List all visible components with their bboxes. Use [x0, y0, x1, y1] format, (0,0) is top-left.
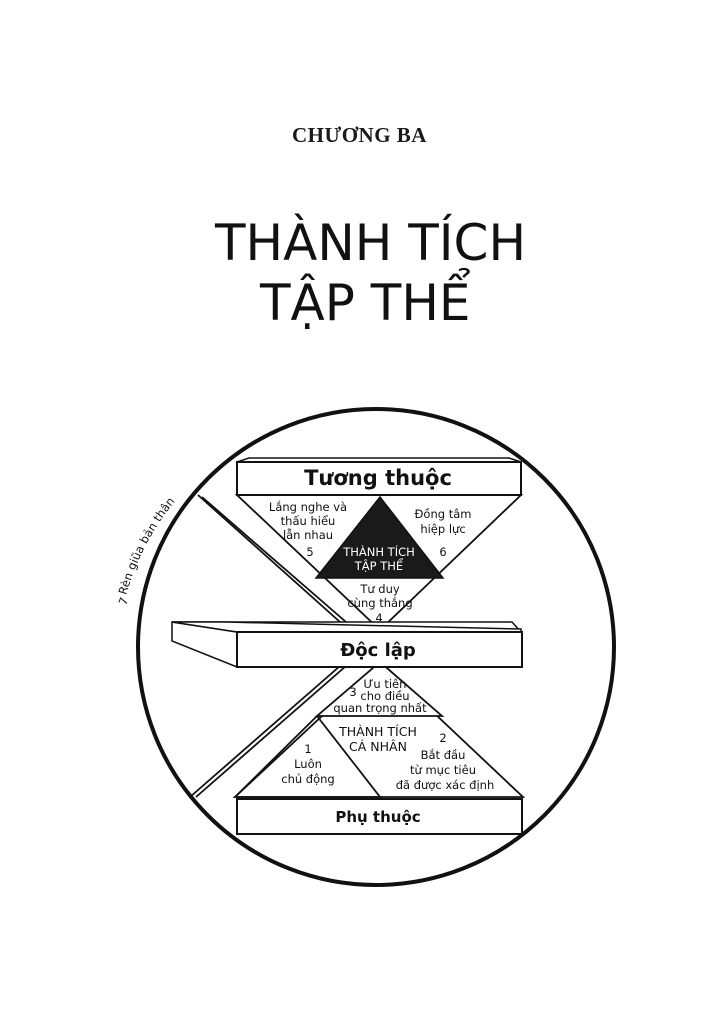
chapter-title-line-2: TẬP THỂ — [260, 274, 471, 332]
habit7-number: 7 — [116, 595, 132, 607]
habit6-number: 6 — [439, 545, 446, 559]
habit4-line-2: cùng thắng — [347, 596, 412, 610]
habit3-line-2: cho điều — [360, 689, 409, 703]
chapter-label: CHƯƠNG BA — [292, 123, 427, 147]
habit1-number: 1 — [304, 742, 311, 756]
habit2-line-1: Bắt đầu — [421, 748, 466, 762]
independence-bar — [171, 621, 523, 669]
habit3-line-3: quan trọng nhất — [333, 701, 427, 715]
private-victory-line-1: THÀNH TÍCH — [338, 724, 417, 739]
public-victory-line-1: THÀNH TÍCH — [342, 544, 415, 559]
level-dependence-label: Phụ thuộc — [335, 808, 420, 826]
dependence-bar — [236, 798, 523, 835]
interdependence-bar — [236, 457, 522, 496]
habit2-line-2: từ mục tiêu — [410, 763, 476, 777]
private-victory-line-2: CÁ NHÂN — [349, 739, 407, 754]
habit5-line-1: Lắng nghe và — [269, 500, 347, 514]
public-victory-line-2: TẬP THỂ — [354, 557, 404, 573]
habit4-line-1: Tư duy — [359, 582, 400, 596]
public-victory-triangle — [314, 495, 445, 579]
habit2-number: 2 — [439, 731, 446, 745]
habit1-line-2: chủ động — [281, 772, 334, 786]
habit4-number: 4 — [375, 611, 382, 625]
habit2-line-3: đã được xác định — [396, 778, 495, 792]
level-interdependence-label: Tương thuộc — [304, 466, 452, 490]
habit5-line-3: lẫn nhau — [283, 528, 333, 542]
habit5-line-2: thấu hiểu — [281, 514, 336, 528]
habit1-line-1: Luôn — [294, 757, 322, 771]
habit3-number: 3 — [349, 685, 356, 699]
habit3-line-1: Ưu tiên — [364, 677, 407, 691]
habit5-number: 5 — [306, 545, 313, 559]
habit6-line-2: hiệp lực — [420, 522, 465, 536]
chapter-title-line-1: THÀNH TÍCH — [215, 214, 527, 272]
level-independence-label: Độc lập — [340, 640, 416, 661]
habit6-line-1: Đồng tâm — [415, 507, 472, 521]
